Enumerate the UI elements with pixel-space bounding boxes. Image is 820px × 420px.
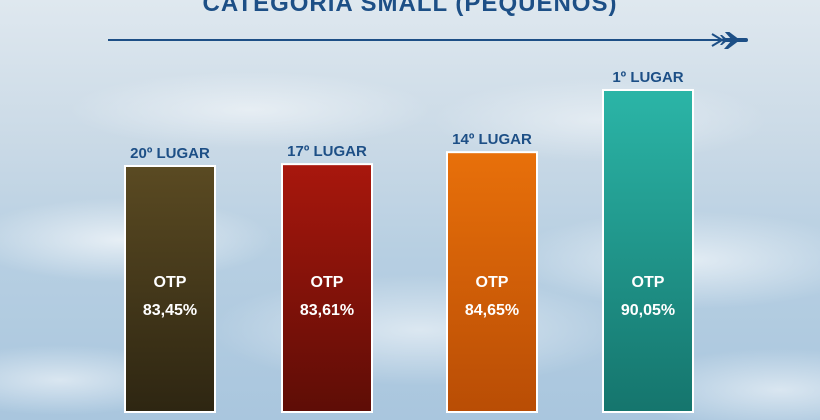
- airplane-arrow-icon: [108, 32, 748, 49]
- rank-label: 14º LUGAR: [452, 131, 532, 148]
- rank-label: 1º LUGAR: [612, 69, 683, 86]
- metric-label: OTP: [476, 274, 509, 291]
- value-label: 83,61%: [300, 302, 354, 319]
- value-label: 84,65%: [465, 302, 519, 319]
- chart-title: CATEGORIA SMALL (PEQUENOS): [202, 0, 618, 17]
- bar: [448, 153, 536, 411]
- value-label: 90,05%: [621, 302, 675, 319]
- value-label: 83,45%: [143, 302, 197, 319]
- bar: [604, 91, 692, 411]
- rank-label: 17º LUGAR: [287, 143, 367, 160]
- metric-label: OTP: [154, 274, 187, 291]
- bar: [126, 167, 214, 411]
- metric-label: OTP: [632, 274, 665, 291]
- rank-label: 20º LUGAR: [130, 145, 210, 162]
- bar: [283, 165, 371, 411]
- metric-label: OTP: [311, 274, 344, 291]
